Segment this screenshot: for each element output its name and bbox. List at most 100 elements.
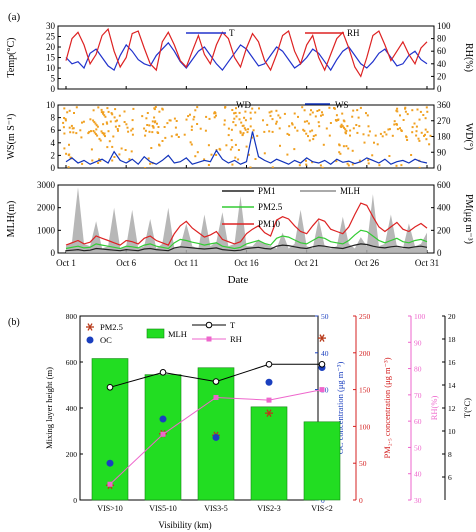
wd-point [335,119,338,122]
wd-point [347,164,350,167]
tick-label-mlh: 400 [66,404,78,413]
wd-point [175,133,178,136]
wd-point [118,124,121,127]
tick-label-rh: 80 [414,365,422,374]
wd-point [402,119,405,121]
bar-mlh [303,421,341,501]
wd-point [297,115,299,118]
wd-point [114,108,117,111]
x-tick-label-b: VIS2-3 [257,504,281,513]
wd-point [227,134,230,137]
wd-point [319,164,322,167]
tick-label-t: 14 [448,381,456,390]
tick-label-mlh: 800 [66,312,78,321]
wd-point [303,109,306,112]
wd-point [288,125,291,128]
wd-point [114,120,117,123]
wd-point [428,143,431,146]
wd-point [239,131,242,134]
wd-point [234,143,237,146]
wd-point [356,109,359,112]
y-tick-label-left: 10 [46,100,56,110]
wd-point [247,153,250,156]
legend-label-wd: WD [236,100,251,110]
wd-point [154,106,157,108]
wd-point [415,130,418,133]
wd-point [345,145,348,148]
wd-point [271,130,274,133]
wd-point [149,162,152,165]
wd-point [144,129,147,132]
wd-point [126,126,129,129]
wd-point [100,111,103,114]
wd-point [340,123,343,126]
wd-point [338,151,341,154]
wd-point [157,132,160,134]
wd-point [316,110,319,112]
wd-point [406,139,409,141]
wd-point [262,119,264,122]
wd-point [194,155,197,158]
y-axis-label-right: RH(%) [463,43,474,72]
tick-label-t: 16 [448,358,456,367]
wd-point [251,107,254,110]
wd-point [97,162,100,164]
wd-point [143,127,146,130]
y-tick-label-left: 30 [46,21,56,31]
bar-mlh [144,374,182,501]
legend-label-mlh: MLH [168,329,187,339]
wd-point [314,115,317,118]
wd-point [371,154,374,157]
wd-point [241,133,244,136]
wd-point [148,124,151,127]
panel-a-label: (a) [8,11,21,23]
wd-point [309,130,312,133]
wd-point [279,116,282,119]
legend-label-ws: WS [335,100,349,110]
x-tick-label: Oct 16 [234,258,259,268]
wd-point [189,113,191,116]
wd-point [254,158,257,160]
wd-point [63,132,66,135]
wd-point [349,129,352,132]
wd-point [249,125,252,128]
wd-point [368,130,371,133]
wd-point [204,129,207,132]
x-tick-label-b: VIS<2 [311,504,332,513]
y-tick-label-right: 270 [437,116,451,126]
tick-label-t: 20 [448,312,456,321]
wd-point [418,166,421,168]
wd-point [103,114,106,117]
legend-b: PM2.5 OC MLH T RH [86,320,242,345]
wd-point [286,132,289,135]
wd-point [63,117,66,119]
y-tick-label-left: 0 [51,84,56,94]
wd-point [71,127,74,130]
wd-point [183,133,186,136]
y-tick-label-right: 90 [437,147,447,157]
wd-point [374,134,377,137]
wd-point [73,112,75,114]
wd-point [215,154,218,156]
wd-point [223,123,226,126]
wd-point [247,128,250,131]
x-tick-label: Oct 6 [116,258,136,268]
wd-point [357,116,360,119]
legend-label-t: T [229,28,235,38]
wd-point [62,126,65,129]
wd-point [420,131,423,134]
wd-point [270,110,273,113]
wd-point [223,119,226,122]
wd-point [63,147,66,150]
wd-point [425,138,428,141]
y-tick-label-left: 0 [51,163,56,173]
wd-point [275,120,278,123]
legend-label-oc: OC [100,335,112,345]
wd-point [296,129,299,132]
wd-point [207,164,210,166]
tick-label-t: 18 [448,335,456,344]
wd-point [303,120,306,123]
wd-point [170,135,173,138]
wd-point [302,128,305,131]
y-tick-label-right: 60 [437,46,447,56]
